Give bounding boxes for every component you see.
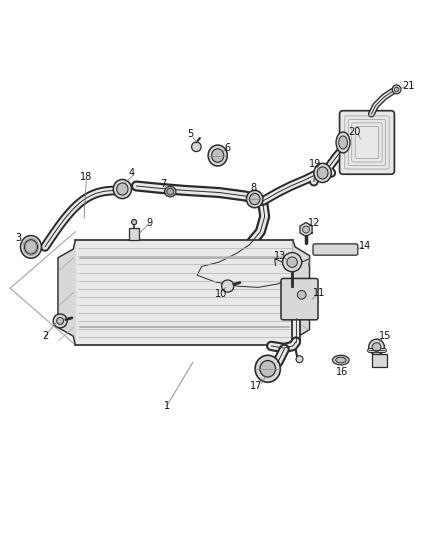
Ellipse shape <box>250 193 260 205</box>
Ellipse shape <box>25 240 38 254</box>
Ellipse shape <box>113 180 131 199</box>
Ellipse shape <box>255 356 280 382</box>
Polygon shape <box>300 223 312 237</box>
Circle shape <box>303 226 310 233</box>
Text: 20: 20 <box>349 127 361 138</box>
Text: 19: 19 <box>309 159 321 169</box>
Circle shape <box>191 142 201 151</box>
Circle shape <box>222 280 234 292</box>
Ellipse shape <box>21 236 42 258</box>
Ellipse shape <box>332 356 349 365</box>
Ellipse shape <box>336 357 346 363</box>
Text: 7: 7 <box>160 179 166 189</box>
FancyBboxPatch shape <box>313 244 358 255</box>
Text: 3: 3 <box>15 233 21 243</box>
Polygon shape <box>302 259 310 265</box>
FancyBboxPatch shape <box>339 111 394 174</box>
Text: 6: 6 <box>225 143 231 153</box>
Polygon shape <box>75 240 293 345</box>
Text: 12: 12 <box>307 218 320 228</box>
Circle shape <box>57 318 64 325</box>
FancyBboxPatch shape <box>281 278 318 320</box>
Polygon shape <box>293 240 310 345</box>
Text: 5: 5 <box>187 129 194 139</box>
Ellipse shape <box>117 183 128 195</box>
Ellipse shape <box>314 163 331 182</box>
Bar <box>372 353 388 367</box>
Circle shape <box>287 257 297 268</box>
Text: 21: 21 <box>402 81 414 91</box>
Text: 18: 18 <box>80 172 92 182</box>
Text: 9: 9 <box>146 218 152 228</box>
Text: 14: 14 <box>359 240 371 251</box>
Circle shape <box>131 220 137 225</box>
Ellipse shape <box>339 136 347 149</box>
Text: 11: 11 <box>313 288 325 297</box>
Ellipse shape <box>165 187 176 197</box>
Text: 1: 1 <box>164 401 170 411</box>
Circle shape <box>53 314 67 328</box>
Ellipse shape <box>336 132 350 153</box>
Text: 8: 8 <box>250 183 256 193</box>
Ellipse shape <box>260 360 276 377</box>
Text: 13: 13 <box>274 251 286 261</box>
Circle shape <box>394 87 399 92</box>
Text: 17: 17 <box>250 381 262 391</box>
Polygon shape <box>58 240 75 345</box>
Circle shape <box>392 85 401 94</box>
Bar <box>129 228 139 240</box>
Text: 10: 10 <box>215 289 227 299</box>
Ellipse shape <box>208 145 227 166</box>
Text: 15: 15 <box>379 331 392 341</box>
Circle shape <box>283 253 302 272</box>
Text: 2: 2 <box>42 331 48 341</box>
Ellipse shape <box>167 188 174 195</box>
Circle shape <box>369 339 385 355</box>
Text: 16: 16 <box>336 367 348 377</box>
Circle shape <box>296 356 303 362</box>
Ellipse shape <box>212 149 224 162</box>
Circle shape <box>372 343 381 351</box>
Ellipse shape <box>317 167 328 179</box>
Polygon shape <box>275 259 283 265</box>
Ellipse shape <box>247 190 263 208</box>
Circle shape <box>297 290 306 299</box>
Text: 4: 4 <box>129 168 135 178</box>
